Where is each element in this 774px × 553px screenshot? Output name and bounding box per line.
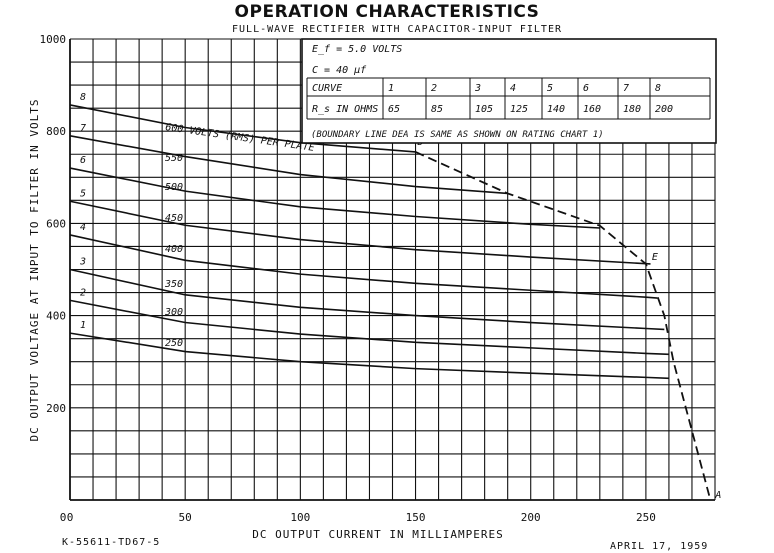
info-table-value-cell: 180 <box>623 104 641 115</box>
boundary-point-A: A <box>714 490 721 501</box>
y-tick-label: 600 <box>46 217 66 230</box>
series-line-1 <box>69 332 669 380</box>
info-table-header-cell: 3 <box>474 83 481 94</box>
info-table-value-cell: 200 <box>655 104 673 115</box>
series-number-3: 3 <box>79 257 86 268</box>
info-table: CURVE 1 2 3 4 5 6 7 8 R_s IN OHMS 65 85 105 125 140 160… <box>306 77 711 120</box>
x-tick-label: 200 <box>521 511 541 524</box>
info-box: E_f = 5.0 VOLTS C = 40 µf CURVE 1 2 3 4 5 6 7 8 R… <box>301 38 717 144</box>
series-line-2 <box>69 299 669 356</box>
x-tick-label: 0 <box>67 511 74 524</box>
series-line-4 <box>69 234 658 299</box>
info-table-value-cell: 160 <box>583 104 601 115</box>
x-axis-label: DC OUTPUT CURRENT IN MILLIAMPERES <box>252 528 504 541</box>
series-number-5: 5 <box>80 188 86 199</box>
series-voltage-label: 250 <box>165 338 183 349</box>
info-table-header-cell: 2 <box>431 83 437 94</box>
series-number-4: 4 <box>80 222 86 233</box>
footer-date: APRIL 17, 1959 <box>610 541 708 552</box>
chart-title: OPERATION CHARACTERISTICS <box>234 2 540 22</box>
series-voltage-label: 550 <box>165 153 183 164</box>
info-table-header-cell: 4 <box>510 83 516 94</box>
x-tick-label: 50 <box>179 511 192 524</box>
x-tick-label: 250 <box>636 511 656 524</box>
boundary-dashed-line <box>415 151 712 501</box>
x-tick-label: 150 <box>406 511 426 524</box>
info-table-value-cell: R_s IN OHMS <box>312 104 378 115</box>
info-table-value-cell: 85 <box>431 104 443 115</box>
chart-subtitle: FULL-WAVE RECTIFIER WITH CAPACITOR-INPUT… <box>232 24 562 35</box>
series-voltage-label: 350 <box>164 279 183 290</box>
x-tick-label: 100 <box>290 511 310 524</box>
y-tick-label: 400 <box>46 310 66 323</box>
series-voltage-label: 600 VOLTS (RMS) PER PLATE <box>165 122 316 154</box>
y-tick-label: 200 <box>46 402 66 415</box>
info-table-value-cell: 65 <box>388 104 400 115</box>
info-note: (BOUNDARY LINE DEA IS SAME AS SHOWN ON R… <box>311 130 604 140</box>
info-table-header-cell: 1 <box>388 83 394 94</box>
series-voltage-label: 300 <box>164 307 183 318</box>
y-tick-label: 1000 <box>40 33 67 46</box>
series-line-3 <box>69 268 665 331</box>
series-number-2: 2 <box>80 287 86 298</box>
series-voltage-label: 400 <box>165 244 183 255</box>
series-number-6: 6 <box>80 155 86 166</box>
info-table-value-cell: 140 <box>547 104 565 115</box>
x-tick-label: 0 <box>60 511 67 524</box>
info-table-value-cell: 125 <box>510 104 528 115</box>
series-voltage-label: 500 <box>165 182 183 193</box>
info-table-header-cell: 8 <box>655 83 661 94</box>
y-tick-label: 800 <box>46 125 66 138</box>
info-filament-voltage: E_f = 5.0 VOLTS <box>312 44 402 55</box>
series-line-5 <box>69 200 651 265</box>
series-line-7 <box>69 135 508 195</box>
y-axis-label: DC OUTPUT VOLTAGE AT INPUT TO FILTER IN … <box>28 98 41 441</box>
info-table-header-cell: 6 <box>583 83 589 94</box>
info-table-header-cell: 5 <box>547 83 553 94</box>
footer-code: K-55611-TD67-5 <box>62 537 160 548</box>
series-line-6 <box>69 167 600 229</box>
info-capacitance: C = 40 µf <box>312 65 367 76</box>
boundary-point-E: E <box>652 252 658 263</box>
series-number-7: 7 <box>80 123 86 134</box>
info-table-header-cell: 7 <box>623 83 629 94</box>
axis-ticks: 0 50 100 150 200 250 200 400 600 800 1000 0 <box>40 33 656 524</box>
series-number-8: 8 <box>80 92 86 103</box>
series-voltage-label: 450 <box>165 213 183 224</box>
info-table-header-cell: CURVE <box>312 83 342 94</box>
info-table-value-cell: 105 <box>475 104 493 115</box>
series-number-1: 1 <box>80 320 86 331</box>
series-line-8 <box>69 104 416 153</box>
